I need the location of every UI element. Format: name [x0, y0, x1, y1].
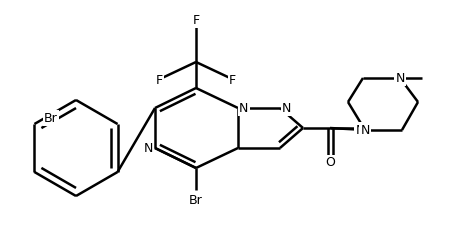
Text: Br: Br	[189, 194, 203, 207]
Text: N: N	[360, 124, 370, 137]
Text: F: F	[156, 73, 163, 86]
Text: N: N	[239, 101, 248, 115]
Text: N: N	[395, 72, 405, 85]
Text: O: O	[325, 156, 335, 170]
Text: F: F	[229, 73, 236, 86]
Text: N: N	[144, 142, 153, 155]
Text: F: F	[193, 13, 200, 27]
Text: Br: Br	[44, 112, 58, 125]
Text: N: N	[355, 124, 365, 137]
Text: N: N	[282, 101, 292, 115]
